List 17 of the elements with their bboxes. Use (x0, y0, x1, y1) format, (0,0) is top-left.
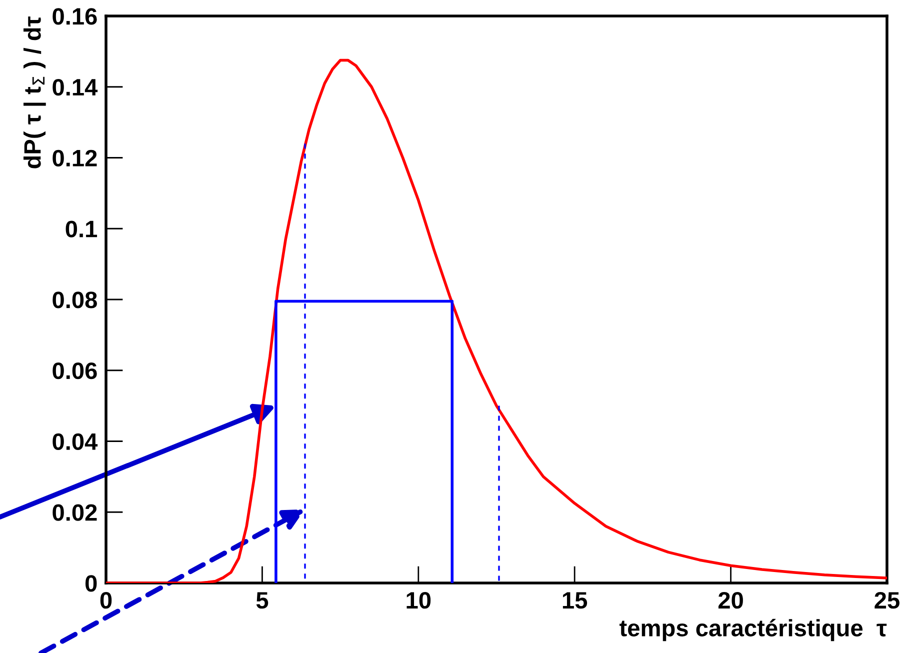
x-tick-label: 15 (562, 592, 588, 609)
y-tick-label: 0.14 (52, 78, 98, 96)
x-tick-label: 5 (256, 592, 268, 609)
y-tick-label: 0.16 (52, 8, 97, 25)
y-tick-label: 0.06 (52, 362, 97, 380)
y-tick-label: 0.04 (52, 433, 98, 450)
y-tick-label: 0 (85, 575, 97, 592)
y-tick-label: 0.1 (66, 220, 98, 238)
y-tick-label: 0.12 (52, 150, 97, 167)
x-tick-label: 0 (100, 592, 112, 609)
x-tick-label: 20 (718, 592, 743, 609)
y-tick-label: 0.02 (52, 504, 97, 521)
x-tick-label: 10 (406, 592, 431, 609)
x-tick-label: 25 (874, 592, 900, 609)
y-tick-label: 0.08 (52, 292, 97, 308)
x-axis-title: temps caractéristique τ (620, 618, 887, 642)
y-axis-title: dP( τ | t$_{Σ}$ ) / dτ (24, 16, 46, 168)
